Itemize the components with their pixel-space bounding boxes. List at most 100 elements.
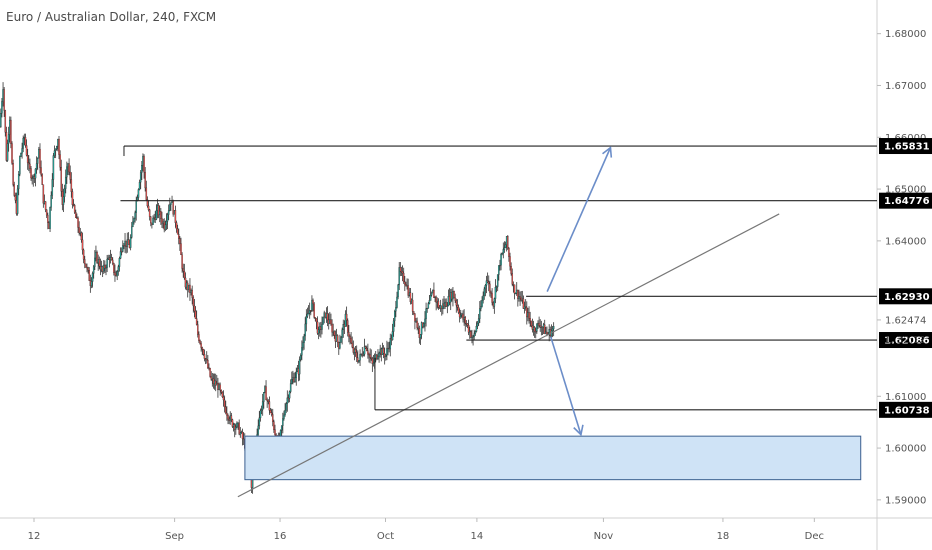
candle-body: [70, 179, 73, 192]
candle-body: [14, 195, 17, 201]
candle-body: [180, 243, 182, 256]
candle-body: [221, 392, 224, 398]
candle-body: [105, 267, 107, 269]
candle-body: [176, 228, 179, 235]
candle-body: [322, 316, 324, 325]
candle-body: [474, 331, 477, 334]
candle-body: [146, 199, 149, 207]
candle-body: [110, 257, 113, 261]
candle-body: [391, 331, 394, 341]
candle-body: [183, 271, 186, 279]
candle-body: [298, 359, 301, 375]
candle-body: [496, 274, 499, 287]
candle-body: [195, 318, 198, 325]
candle-body: [87, 267, 89, 271]
candle-body: [39, 148, 41, 168]
candle-body: [207, 360, 209, 368]
candle-body: [45, 209, 48, 216]
candle-body: [303, 335, 305, 343]
candle-body: [13, 184, 15, 196]
candle-body: [59, 154, 61, 168]
candle-body: [510, 266, 512, 274]
candle-body: [402, 272, 405, 282]
candle-body: [301, 347, 303, 356]
candle-body: [498, 265, 500, 275]
candle-body: [330, 319, 332, 325]
candle-body: [238, 422, 240, 435]
candle-body: [411, 299, 414, 312]
candle-body: [175, 222, 178, 230]
candle-body: [282, 418, 284, 426]
candle-body: [104, 264, 106, 269]
level-price-badge: [879, 288, 932, 305]
candle-body: [36, 158, 39, 164]
candle-body: [241, 431, 244, 439]
candle-body: [351, 342, 353, 348]
candle-body: [44, 201, 47, 210]
candle-body: [52, 155, 55, 180]
candle-body: [536, 323, 538, 332]
candle-body: [16, 188, 19, 214]
candle-body: [475, 325, 478, 332]
candle-body: [476, 323, 479, 327]
price-tick-label: 1.60000: [885, 444, 926, 455]
candle-body: [94, 257, 96, 267]
price-tick-label: 1.59000: [885, 495, 926, 506]
candle-body: [490, 292, 492, 294]
candle-body: [457, 307, 460, 313]
candle-body: [425, 308, 427, 320]
candle-body: [41, 174, 43, 185]
countdown-label: 1. 32:12: [884, 335, 926, 346]
candle-body: [191, 290, 193, 298]
candle-body: [445, 301, 447, 307]
candle-body: [127, 239, 130, 245]
candle-body: [313, 303, 315, 318]
time-tick-label: 12: [28, 531, 41, 542]
candle-body: [117, 266, 120, 272]
candle-body: [397, 284, 399, 298]
candle-body: [222, 396, 225, 401]
trendline[interactable]: [237, 213, 780, 498]
candle-body: [145, 187, 148, 200]
level-price-badge: [879, 192, 932, 209]
candle-body: [460, 314, 462, 318]
candle-body: [96, 252, 98, 264]
candle-body: [354, 349, 357, 353]
candle-body: [435, 296, 437, 303]
candle-body: [111, 259, 114, 264]
candle-body: [507, 236, 509, 249]
down-arrow[interactable]: [549, 336, 582, 435]
candle-body: [75, 212, 77, 218]
candle-body: [285, 403, 287, 411]
candle-body: [358, 360, 360, 362]
candle-body: [295, 371, 298, 378]
candle-body: [294, 377, 296, 382]
candle-body: [355, 352, 358, 358]
drawings: [119, 145, 877, 498]
demand-zone[interactable]: [244, 435, 862, 481]
candle-body: [71, 191, 74, 205]
candle-body: [134, 212, 136, 219]
up-arrow[interactable]: [546, 147, 612, 292]
candle-body: [192, 297, 195, 307]
price-tick-label: 1.61000: [885, 392, 926, 403]
candle-body: [268, 401, 271, 411]
candle-body: [299, 355, 302, 360]
candle-body: [120, 251, 123, 253]
chart-title: Euro / Australian Dollar, 240, FXCM: [6, 10, 217, 24]
candle-body: [481, 300, 483, 307]
candle-body: [122, 245, 124, 252]
candle-body: [336, 335, 339, 343]
candle-body: [69, 171, 71, 180]
candle-body: [26, 155, 29, 163]
candle-body: [533, 327, 536, 332]
candle-body: [83, 259, 86, 265]
level-price-label: 1.65831: [884, 142, 930, 153]
candle-body: [90, 281, 93, 286]
candle-body: [362, 353, 365, 356]
candle-body: [314, 317, 317, 319]
candle-body: [270, 412, 273, 415]
level-price-label: 1.64776: [884, 196, 930, 207]
